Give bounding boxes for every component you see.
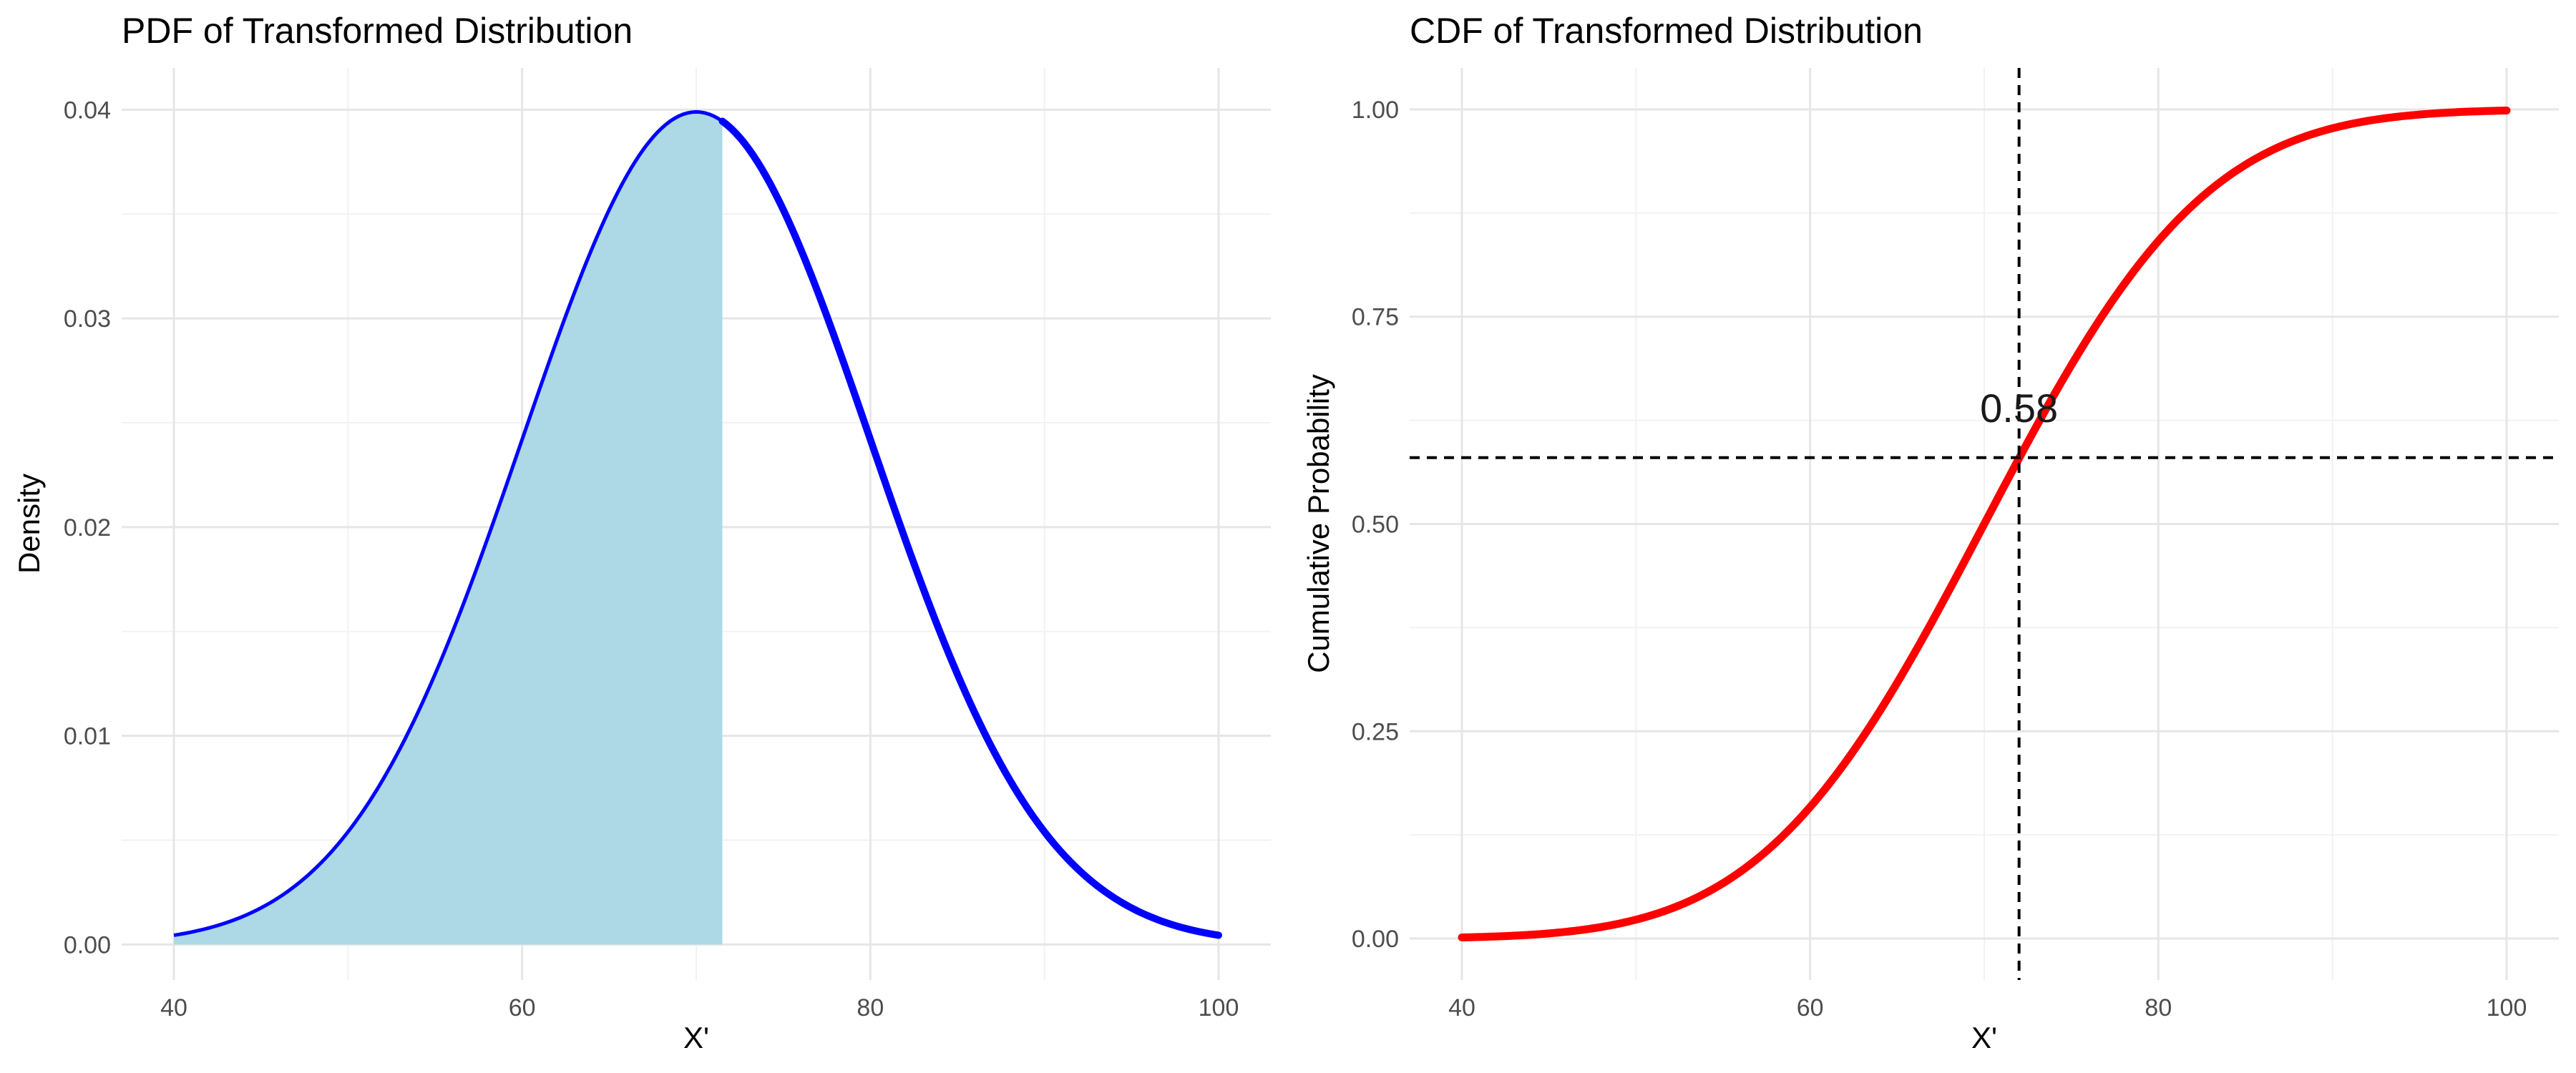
pdf-curve-left: [173, 109, 723, 937]
pdf-ytick-label: 0.01: [64, 723, 111, 750]
pdf-ytick-label: 0.04: [64, 97, 111, 124]
cdf-ylabel: Cumulative Probability: [1302, 374, 1335, 673]
cdf-ytick-label: 0.00: [1352, 926, 1399, 953]
pdf-xtick-label: 40: [160, 994, 187, 1021]
cdf-xtick-label: 60: [1797, 994, 1824, 1021]
pdf-xlabel: X': [683, 1021, 709, 1054]
pdf-shaded-area: [174, 112, 723, 945]
cdf-ytick-label: 0.25: [1352, 718, 1399, 745]
cdf-ytick-label: 1.00: [1352, 97, 1399, 124]
pdf-ytick-label: 0.03: [64, 305, 111, 333]
cdf-curve: [1458, 107, 2511, 941]
pdf-curve-right: [718, 117, 1222, 939]
cdf-xlabel: X': [1971, 1021, 1997, 1054]
cdf-title: CDF of Transformed Distribution: [1410, 11, 1923, 51]
pdf-ytick-label: 0.00: [64, 931, 111, 959]
pdf-panel: PDF of Transformed Distribution Density …: [12, 11, 1271, 1054]
cdf-panel: CDF of Transformed Distribution Cumulati…: [1302, 11, 2559, 1054]
pdf-xtick-label: 60: [509, 994, 536, 1021]
pdf-ylabel: Density: [12, 474, 46, 574]
pdf-ytick-label: 0.02: [64, 514, 111, 542]
cdf-xtick-label: 100: [2487, 994, 2527, 1021]
pdf-title: PDF of Transformed Distribution: [122, 11, 633, 51]
cdf-ytick-label: 0.50: [1352, 511, 1399, 539]
pdf-xtick-label: 100: [1199, 994, 1239, 1021]
cdf-xtick-label: 40: [1448, 994, 1475, 1021]
cdf-xtick-label: 80: [2145, 994, 2172, 1021]
cdf-annotation: 0.58: [1980, 386, 2058, 431]
cdf-ytick-label: 0.75: [1352, 304, 1399, 331]
pdf-xtick-label: 80: [857, 994, 884, 1021]
